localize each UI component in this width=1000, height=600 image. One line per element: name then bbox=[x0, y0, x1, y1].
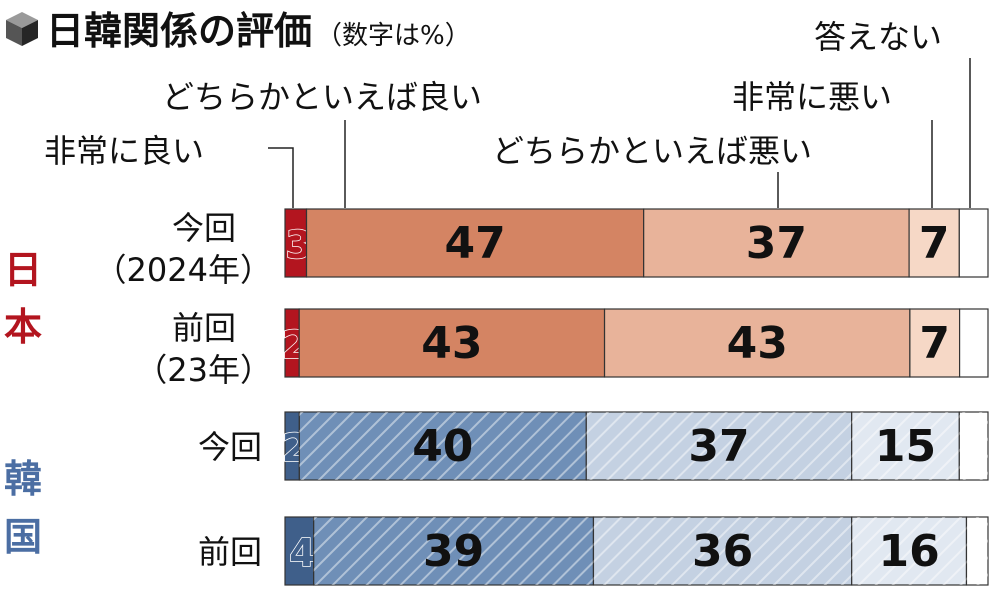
group-label-korea-char-2: 国 bbox=[4, 515, 42, 559]
group-label-japan-char-1: 日 bbox=[4, 248, 42, 292]
row-label-line: （23年） bbox=[135, 351, 272, 389]
group-label-japan-char-2: 本 bbox=[4, 305, 42, 349]
bar-segment-hatch bbox=[966, 517, 988, 585]
row-label-line: 今回 bbox=[172, 209, 236, 247]
data-label-somewhat-good: 39 bbox=[423, 526, 484, 577]
legend-label-very-bad: 非常に悪い bbox=[732, 78, 892, 116]
bar-segment-hatch bbox=[959, 412, 988, 480]
row-label-line: （2024年） bbox=[95, 251, 272, 289]
data-label-somewhat-bad: 37 bbox=[746, 218, 807, 269]
legend-label-somewhat-good: どちらかといえば良い bbox=[162, 78, 482, 116]
row-label: 前回 bbox=[198, 533, 262, 571]
data-label-somewhat-bad: 43 bbox=[727, 318, 788, 369]
data-label-very-bad: 7 bbox=[919, 318, 950, 369]
chart-title: 日韓関係の評価 bbox=[46, 9, 312, 53]
legend: 答えない 非常に悪い どちらかといえば良い どちらかといえば悪い 非常に良い bbox=[44, 18, 971, 208]
bar-segment-hatch bbox=[851, 412, 960, 480]
bar-segment-no-answer bbox=[958, 208, 989, 278]
legend-label-no-answer: 答えない bbox=[814, 18, 942, 56]
legend-label-very-good: 非常に良い bbox=[44, 132, 204, 170]
bar-segment-hatch bbox=[299, 412, 587, 480]
data-label-somewhat-good: 47 bbox=[444, 218, 505, 269]
title-area: 日韓関係の評価 （数字は%） bbox=[6, 9, 471, 53]
bar-segment-hatch bbox=[313, 517, 594, 585]
row-label-line: 前回 bbox=[172, 309, 236, 347]
data-label-somewhat-good: 40 bbox=[412, 421, 473, 472]
data-label-somewhat-good: 43 bbox=[421, 318, 482, 369]
bar-segment-very-good bbox=[284, 516, 315, 586]
group-label-korea: 韓 国 bbox=[4, 457, 42, 559]
row-label: 前回 （23年） bbox=[135, 309, 272, 389]
group-label-korea-char-1: 韓 bbox=[4, 457, 42, 501]
bar-segment-somewhat-good bbox=[298, 308, 606, 378]
bar-row: 今回（2024年）3 47 37 7 bbox=[95, 208, 989, 289]
bar-row: 前回 4 39 36 16 bbox=[198, 516, 989, 586]
bar-row: 前回（23年）2 43 43 7 bbox=[135, 308, 989, 389]
bar-segment-hatch bbox=[851, 517, 967, 585]
bar-segment-hatch bbox=[593, 517, 852, 585]
data-label-very-good: 4 bbox=[289, 531, 315, 575]
group-labels: 日 本 韓 国 bbox=[4, 248, 42, 559]
bar-segment-somewhat-bad bbox=[643, 208, 910, 278]
data-label-very-bad: 15 bbox=[875, 421, 936, 472]
row-label: 今回 bbox=[198, 428, 262, 466]
bar-segment-somewhat-good bbox=[305, 208, 645, 278]
bar-segment-somewhat-bad bbox=[603, 308, 911, 378]
group-label-japan: 日 本 bbox=[4, 248, 42, 349]
data-label-somewhat-bad: 36 bbox=[692, 526, 753, 577]
data-label-somewhat-bad: 37 bbox=[688, 421, 749, 472]
row-label: 今回 （2024年） bbox=[95, 209, 272, 289]
data-label-very-bad: 16 bbox=[878, 526, 939, 577]
data-label-very-bad: 7 bbox=[919, 218, 950, 269]
bar-segment-no-answer bbox=[958, 308, 989, 378]
bar-row: 今回 2 40 37 15 bbox=[198, 411, 989, 481]
cube-icon bbox=[6, 12, 38, 46]
bar-segment-very-bad bbox=[908, 208, 960, 278]
legend-label-somewhat-bad: どちらかといえば悪い bbox=[492, 132, 812, 170]
bar-segment-hatch bbox=[586, 412, 852, 480]
chart-subtitle: （数字は%） bbox=[316, 21, 471, 51]
leader-very-good bbox=[268, 147, 294, 208]
